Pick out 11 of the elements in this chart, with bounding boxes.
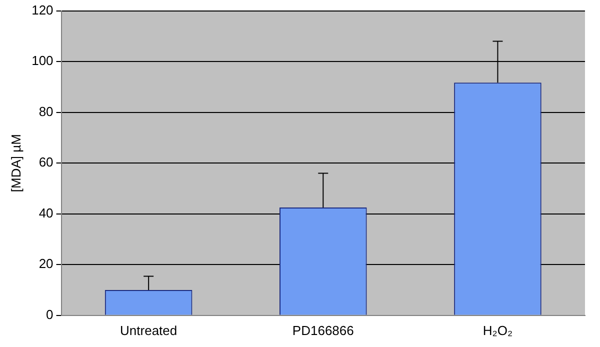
x-tick-label: PD166866 (292, 322, 354, 338)
y-tick-label: 80 (38, 104, 54, 119)
y-tick-label: 40 (38, 205, 54, 220)
y-tick-label: 120 (32, 2, 54, 18)
y-tick-label: 0 (46, 306, 54, 322)
y-tick-label: 100 (32, 53, 54, 68)
x-tick-label: H₂O₂ (482, 322, 513, 338)
y-tick-label: 60 (38, 154, 54, 170)
y-axis-title: [MDA] µM (8, 134, 24, 192)
x-tick-label: Untreated (120, 322, 178, 338)
y-tick-label: 20 (38, 256, 54, 272)
